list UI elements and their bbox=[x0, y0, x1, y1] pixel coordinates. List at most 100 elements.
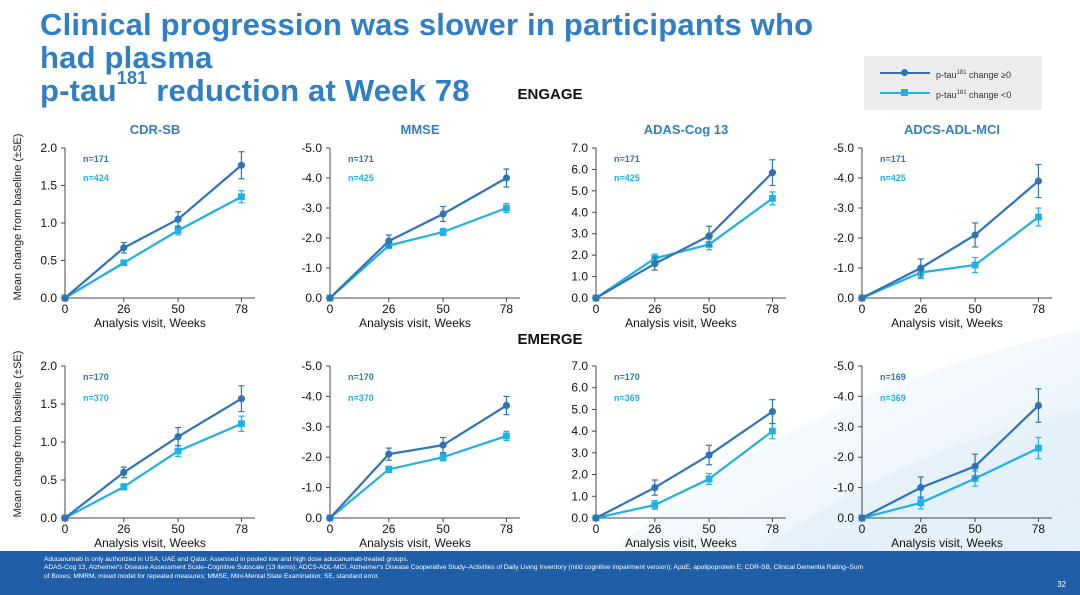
panel-6-n-label-ge0: n=170 bbox=[348, 372, 374, 382]
panel-2-line-ge0 bbox=[329, 177, 507, 299]
panel-3-y-tick-label: 1.0 bbox=[571, 270, 588, 284]
panel-1-y-tick-label: 0.5 bbox=[40, 254, 57, 268]
panel-4-x-tick-label: 78 bbox=[1032, 302, 1046, 316]
panel-3-line-ge0 bbox=[595, 171, 774, 299]
study-label-engage: ENGAGE bbox=[517, 86, 583, 103]
panel-8-y-tick-label: -5.0 bbox=[833, 359, 854, 373]
study-label-emerge: EMERGE bbox=[517, 331, 583, 348]
panel-5-y-tick-label: 1.0 bbox=[40, 435, 57, 449]
panel-8-x-tick-label: 0 bbox=[859, 522, 866, 536]
panel-1-x-tick-label: 50 bbox=[171, 302, 185, 316]
panel-3-y-tick-label: 5.0 bbox=[571, 184, 588, 198]
panel-6-y-tick-label: -5.0 bbox=[301, 359, 322, 373]
panel-4-point-ge0 bbox=[971, 231, 979, 239]
panel-8-line-ge0 bbox=[861, 404, 1040, 519]
panel-2-y-tick-label: -5.0 bbox=[301, 141, 322, 155]
panel-5-n-label-lt0: n=370 bbox=[83, 393, 109, 403]
panel-6-point-ge0 bbox=[502, 401, 511, 410]
title-line-1: Clinical progression was slower in parti… bbox=[40, 7, 814, 75]
panel-2-point-ge0 bbox=[326, 294, 334, 302]
panel-3-point-ge0 bbox=[768, 169, 777, 177]
panel-4-x-axis-label: Analysis visit, Weeks bbox=[891, 316, 1003, 330]
panel-7-point-lt0 bbox=[651, 501, 659, 509]
panel-2-x-tick-label: 50 bbox=[436, 302, 450, 316]
panel-7-y-tick-label: 4.0 bbox=[571, 424, 588, 438]
panel-1-line-ge0 bbox=[64, 164, 243, 299]
panel-4-y-tick-label: -4.0 bbox=[833, 171, 854, 185]
panel-7-y-tick-label: 7.0 bbox=[571, 359, 588, 373]
panel-1-y-tick-label: 1.0 bbox=[40, 216, 57, 230]
panel-7-n-label-ge0: n=170 bbox=[614, 372, 640, 382]
panel-8-x-axis-label: Analysis visit, Weeks bbox=[891, 536, 1003, 550]
panel-3-title: ADAS-Cog 13 bbox=[644, 122, 729, 137]
footnote-2: ADAS-Cog 13, Alzheimer's Disease Assessm… bbox=[44, 564, 864, 572]
panel-2-x-tick-label: 0 bbox=[327, 302, 334, 316]
panel-5-point-lt0 bbox=[174, 447, 182, 455]
panel-6-y-tick-label: -4.0 bbox=[301, 389, 322, 403]
panel-5-x-axis-label: Analysis visit, Weeks bbox=[94, 536, 206, 550]
panel-5-x-tick-label: 50 bbox=[171, 522, 185, 536]
panel-4-y-tick-label: 0.0 bbox=[837, 291, 854, 305]
panel-4-x-tick-label: 26 bbox=[914, 302, 928, 316]
slide-title: Clinical progression was slower in parti… bbox=[40, 8, 860, 107]
footnote-1: Aducanumab is only authorized in USA, UA… bbox=[44, 556, 409, 563]
panel-7-point-lt0 bbox=[705, 475, 713, 483]
panel-8-n-label-ge0: n=169 bbox=[880, 372, 906, 382]
panel-5-y-tick-label: 1.5 bbox=[40, 397, 57, 411]
panel-7-x-tick-label: 78 bbox=[766, 522, 780, 536]
panel-2-point-ge0 bbox=[439, 210, 447, 218]
panel-7-x-tick-label: 0 bbox=[593, 522, 600, 536]
footer-bar: Aducanumab is only authorized in USA, UA… bbox=[0, 551, 1080, 595]
panel-5-y-tick-label: 2.0 bbox=[40, 359, 57, 373]
panel-4-y-tick-label: -5.0 bbox=[833, 141, 854, 155]
panel-1-y-tick-label: 2.0 bbox=[40, 141, 57, 155]
panel-7-y-tick-label: 2.0 bbox=[571, 468, 588, 482]
panel-8-point-lt0 bbox=[917, 499, 925, 507]
panel-2-n-label-lt0: n=425 bbox=[348, 173, 374, 183]
panel-3-point-lt0 bbox=[769, 194, 776, 202]
panel-1-x-tick-label: 78 bbox=[235, 302, 249, 316]
panel-7-line-ge0 bbox=[595, 410, 774, 519]
legend-label-ge0: p-tau181 change ≥0 bbox=[936, 70, 1012, 80]
panel-1-x-tick-label: 0 bbox=[62, 302, 69, 316]
panel-4-point-ge0 bbox=[917, 264, 925, 272]
panel-2-y-tick-label: -3.0 bbox=[301, 201, 322, 215]
footnote-3: of Boxes; MMRM, mixed model for repeated… bbox=[44, 572, 380, 580]
panel-1-y-tick-label: 0.0 bbox=[40, 291, 57, 305]
panel-6-point-ge0 bbox=[439, 441, 447, 449]
panel-6-y-tick-label: -2.0 bbox=[301, 450, 322, 464]
panel-7-x-axis-label: Analysis visit, Weeks bbox=[625, 536, 737, 550]
panel-4-x-tick-label: 0 bbox=[859, 302, 866, 316]
panel-6-y-tick-label: -1.0 bbox=[301, 481, 322, 495]
panel-4-line-ge0 bbox=[861, 180, 1040, 299]
panel-7-n-label-lt0: n=369 bbox=[614, 393, 640, 403]
legend-item-lt0: p-tau181 change <0 bbox=[874, 86, 1044, 100]
circle-marker-icon bbox=[901, 69, 908, 76]
panel-1-x-axis-label: Analysis visit, Weeks bbox=[94, 316, 206, 330]
panel-6-x-tick-label: 26 bbox=[382, 522, 396, 536]
legend-label-lt0: p-tau181 change <0 bbox=[936, 90, 1012, 100]
panel-5-x-tick-label: 78 bbox=[235, 522, 249, 536]
panel-5-y-tick-label: 0.5 bbox=[40, 473, 57, 487]
panel-2-point-ge0 bbox=[385, 237, 393, 245]
panel-8-point-ge0 bbox=[858, 514, 866, 522]
panel-8-line-lt0 bbox=[861, 447, 1039, 520]
panel-2-title: MMSE bbox=[401, 122, 440, 137]
chart-legend: p-tau181 change ≥0 p-tau181 change <0 bbox=[864, 56, 1042, 110]
panel-7-y-tick-label: 6.0 bbox=[571, 381, 588, 395]
panel-5-x-tick-label: 0 bbox=[62, 522, 69, 536]
panel-8-n-label-lt0: n=369 bbox=[880, 393, 906, 403]
panel-4-point-ge0 bbox=[1034, 177, 1043, 185]
panel-2-x-tick-label: 78 bbox=[500, 302, 514, 316]
panel-7-y-tick-label: 1.0 bbox=[571, 489, 588, 503]
panel-5-line-lt0 bbox=[64, 422, 242, 519]
panel-5-point-ge0 bbox=[61, 514, 69, 522]
page-number: 32 bbox=[1057, 580, 1066, 589]
panel-5-y-tick-label: 0.0 bbox=[40, 511, 57, 525]
panel-1-title: CDR-SB bbox=[130, 122, 181, 137]
square-marker-icon bbox=[901, 89, 908, 96]
panel-6-n-label-lt0: n=370 bbox=[348, 393, 374, 403]
panel-4-point-ge0 bbox=[858, 294, 866, 302]
panel-3-point-ge0 bbox=[651, 260, 659, 268]
panel-4-y-tick-label: -3.0 bbox=[833, 201, 854, 215]
